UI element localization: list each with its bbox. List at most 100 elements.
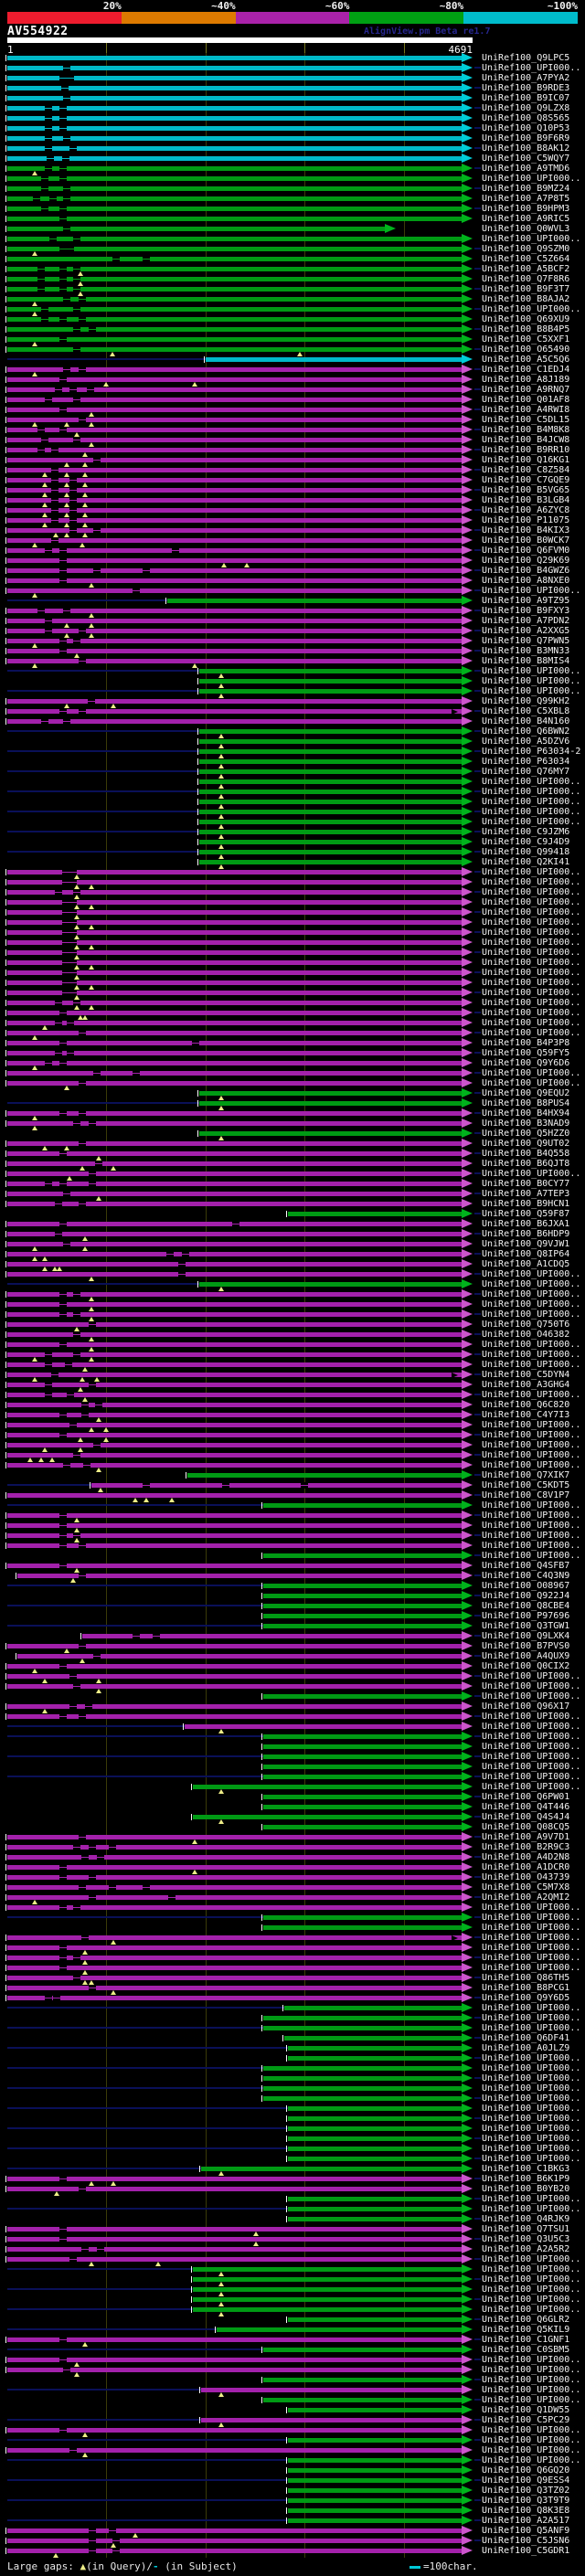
alignment-bar[interactable] (199, 830, 462, 834)
subject-label[interactable]: UniRef100_UPI000.. (482, 887, 581, 897)
subject-label[interactable]: UniRef100_B0WCK7 (482, 535, 570, 546)
subject-label[interactable]: UniRef100_UPI000.. (482, 1752, 581, 1762)
alignment-bar[interactable] (7, 1332, 462, 1337)
alignment-row[interactable]: UniRef100_Q96X17 (0, 1701, 585, 1713)
alignment-bar[interactable] (284, 2006, 462, 2010)
subject-label[interactable]: UniRef100_UPI000.. (482, 666, 581, 676)
alignment-bar[interactable] (263, 1915, 462, 1920)
alignment-row[interactable]: UniRef100_UPI000.. (0, 2194, 585, 2204)
subject-label[interactable]: UniRef100_UPI000.. (482, 907, 581, 917)
subject-label[interactable]: UniRef100_A9TZ95 (482, 596, 570, 606)
subject-label[interactable]: UniRef100_UPI000.. (482, 1551, 581, 1561)
subject-label[interactable]: UniRef100_Q6GQ20 (482, 2465, 570, 2475)
alignment-row[interactable]: UniRef100_UPI000.. (0, 2254, 585, 2266)
subject-label[interactable]: UniRef100_B6HDP9 (482, 1229, 570, 1239)
alignment-bar[interactable] (263, 1584, 462, 1588)
subject-label[interactable]: UniRef100_B4Q558 (482, 1149, 570, 1159)
alignment-row[interactable]: UniRef100_UPI000.. (0, 2204, 585, 2214)
alignment-row[interactable]: UniRef100_A9TMD6 (0, 164, 585, 175)
alignment-bar[interactable] (201, 2167, 462, 2171)
subject-label[interactable]: UniRef100_A9RNQ7 (482, 385, 570, 395)
subject-label[interactable]: UniRef100_UPI000.. (482, 877, 581, 887)
alignment-bar[interactable] (7, 196, 462, 201)
alignment-bar[interactable] (7, 1644, 462, 1648)
alignment-bar[interactable] (7, 1423, 462, 1427)
subject-label[interactable]: UniRef100_B9RDE3 (482, 83, 570, 93)
alignment-bar[interactable] (7, 1855, 462, 1860)
alignment-row[interactable]: UniRef100_O43739 (0, 1872, 585, 1882)
alignment-row[interactable]: UniRef100_C7GQE9 (0, 475, 585, 487)
subject-label[interactable]: UniRef100_UPI000.. (482, 2274, 581, 2284)
alignment-row[interactable]: UniRef100_C1GNF1 (0, 2335, 585, 2347)
alignment-bar[interactable] (193, 2267, 462, 2272)
alignment-bar[interactable] (7, 2539, 462, 2543)
alignment-row[interactable]: UniRef100_A7P8T5 (0, 194, 585, 204)
alignment-bar[interactable] (7, 1141, 462, 1146)
alignment-bar[interactable] (7, 377, 462, 382)
subject-label[interactable]: UniRef100_C9JZM6 (482, 827, 570, 837)
subject-label[interactable]: UniRef100_A7TEP3 (482, 1189, 570, 1199)
alignment-row[interactable]: UniRef100_Q9ESS4 (0, 2475, 585, 2486)
alignment-bar[interactable] (7, 2549, 462, 2553)
subject-label[interactable]: UniRef100_UPI000.. (482, 676, 581, 686)
subject-label[interactable]: UniRef100_B9FXY3 (482, 606, 570, 616)
alignment-row[interactable]: UniRef100_A7PYA2 (0, 73, 585, 83)
subject-label[interactable]: UniRef100_B4KIX3 (482, 525, 570, 535)
alignment-bar[interactable] (288, 2157, 462, 2161)
alignment-row[interactable]: UniRef100_C9JZM6 (0, 827, 585, 839)
subject-label[interactable]: UniRef100_UPI000.. (482, 234, 581, 244)
subject-label[interactable]: UniRef100_UPI000.. (482, 1963, 581, 1973)
alignment-row[interactable]: UniRef100_UPI000.. (0, 907, 585, 919)
subject-label[interactable]: UniRef100_C7GQE9 (482, 475, 570, 485)
alignment-row[interactable]: UniRef100_UPI000.. (0, 2073, 585, 2083)
alignment-bar[interactable] (7, 1041, 462, 1045)
subject-label[interactable]: UniRef100_C1GNF1 (482, 2335, 570, 2345)
subject-label[interactable]: UniRef100_UPI000.. (482, 1360, 581, 1370)
alignment-bar[interactable] (7, 1523, 462, 1528)
alignment-row[interactable]: UniRef100_A9V7D1 (0, 1832, 585, 1844)
alignment-row[interactable]: UniRef100_UPI000.. (0, 686, 585, 698)
subject-label[interactable]: UniRef100_Q9UT02 (482, 1139, 570, 1149)
subject-label[interactable]: UniRef100_B0CY77 (482, 1179, 570, 1189)
subject-label[interactable]: UniRef100_Q6PW01 (482, 1792, 570, 1802)
alignment-row[interactable]: UniRef100_P97696 (0, 1611, 585, 1621)
subject-label[interactable]: UniRef100_C5DL15 (482, 415, 570, 425)
subject-label[interactable]: UniRef100_C1EDJ4 (482, 365, 570, 375)
alignment-row[interactable]: UniRef100_Q8S565 (0, 113, 585, 123)
alignment-row[interactable]: UniRef100_UPI000.. (0, 797, 585, 809)
alignment-row[interactable]: UniRef100_UPI000.. (0, 2053, 585, 2063)
alignment-row[interactable]: UniRef100_A0JLZ9 (0, 2043, 585, 2053)
alignment-bar[interactable] (263, 2096, 462, 2101)
subject-label[interactable]: UniRef100_A5DZV6 (482, 737, 570, 747)
alignment-row[interactable]: UniRef100_A4QUX9 (0, 1651, 585, 1663)
alignment-row[interactable]: UniRef100_UPI000.. (0, 2094, 585, 2104)
alignment-row[interactable]: UniRef100_UPI000.. (0, 958, 585, 970)
subject-label[interactable]: UniRef100_C0SBM5 (482, 2345, 570, 2355)
alignment-row[interactable]: UniRef100_UPI000.. (0, 1390, 585, 1402)
alignment-row[interactable]: UniRef100_B9F6R9 (0, 133, 585, 143)
subject-label[interactable]: UniRef100_A6ZYC8 (482, 505, 570, 515)
subject-label[interactable]: UniRef100_UPI000.. (482, 2204, 581, 2214)
alignment-row[interactable]: UniRef100_UPI000.. (0, 2124, 585, 2134)
alignment-row[interactable]: UniRef100_Q6C820 (0, 1400, 585, 1410)
alignment-bar[interactable] (7, 126, 462, 131)
alignment-bar[interactable] (288, 2116, 462, 2121)
subject-label[interactable]: UniRef100_UPI000.. (482, 2114, 581, 2124)
alignment-row[interactable]: UniRef100_UPI000.. (0, 1903, 585, 1913)
alignment-bar[interactable] (199, 800, 462, 804)
alignment-bar[interactable] (199, 850, 462, 854)
subject-label[interactable]: UniRef100_UPI000.. (482, 1913, 581, 1923)
alignment-row[interactable]: UniRef100_UPI000.. (0, 867, 585, 879)
alignment-bar[interactable] (7, 1543, 462, 1548)
alignment-bar[interactable] (288, 2106, 462, 2111)
alignment-bar[interactable] (201, 2418, 462, 2422)
alignment-row[interactable]: UniRef100_A9TZ95 (0, 596, 585, 606)
alignment-bar[interactable] (7, 508, 462, 513)
subject-label[interactable]: UniRef100_C8Z584 (482, 465, 570, 475)
alignment-row[interactable]: UniRef100_UPI000.. (0, 1430, 585, 1442)
subject-label[interactable]: UniRef100_Q7F8R6 (482, 274, 570, 284)
alignment-bar[interactable] (7, 347, 462, 352)
subject-label[interactable]: UniRef100_UPI000.. (482, 2003, 581, 2013)
alignment-row[interactable]: UniRef100_UPI000.. (0, 2435, 585, 2445)
subject-label[interactable]: UniRef100_UPI000.. (482, 2134, 581, 2144)
